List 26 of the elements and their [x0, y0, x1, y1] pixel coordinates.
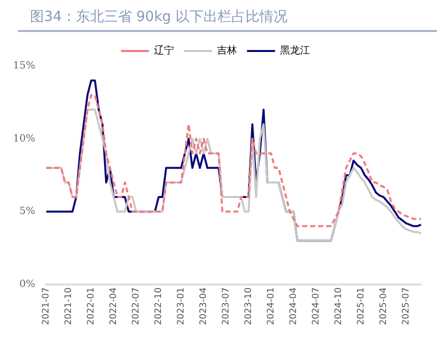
x-tick-label: 2025-04 — [378, 287, 389, 326]
x-tick-label: 2023-07 — [221, 287, 232, 326]
y-tick-label: 0% — [19, 278, 36, 290]
y-tick-label: 5% — [19, 206, 36, 218]
x-tick-label: 2024-07 — [311, 287, 322, 326]
x-tick-label: 2024-10 — [334, 287, 344, 326]
x-tick-label: 2021-10 — [64, 287, 74, 326]
legend-label: 吉林 — [217, 44, 237, 57]
line-series — [45, 94, 422, 228]
x-tick-label: 2023-10 — [244, 287, 254, 326]
legend-label: 辽宁 — [154, 44, 174, 57]
chart-title: 图34：东北三省 90kg 以下出栏占比情况 — [18, 8, 437, 32]
legend-label: 黑龙江 — [280, 44, 310, 57]
x-tick-label: 2022-07 — [132, 287, 142, 326]
y-tick-label: 10% — [12, 133, 36, 144]
x-tick-label: 2022-04 — [109, 287, 120, 326]
x-tick-label: 2023-01 — [176, 287, 186, 326]
x-tick-label: 2022-10 — [154, 287, 164, 326]
y-tick-label: 15% — [12, 60, 36, 72]
x-tick-label: 2023-04 — [198, 287, 209, 326]
x-tick-label: 2024-01 — [266, 287, 276, 326]
x-tick-label: 2025-01 — [356, 287, 366, 326]
x-tick-label: 2022-01 — [86, 287, 97, 326]
x-tick-label: 2021-07 — [42, 287, 52, 326]
x-tick-label: 2025-07 — [401, 287, 412, 326]
x-tick-label: 2024-04 — [288, 287, 299, 326]
